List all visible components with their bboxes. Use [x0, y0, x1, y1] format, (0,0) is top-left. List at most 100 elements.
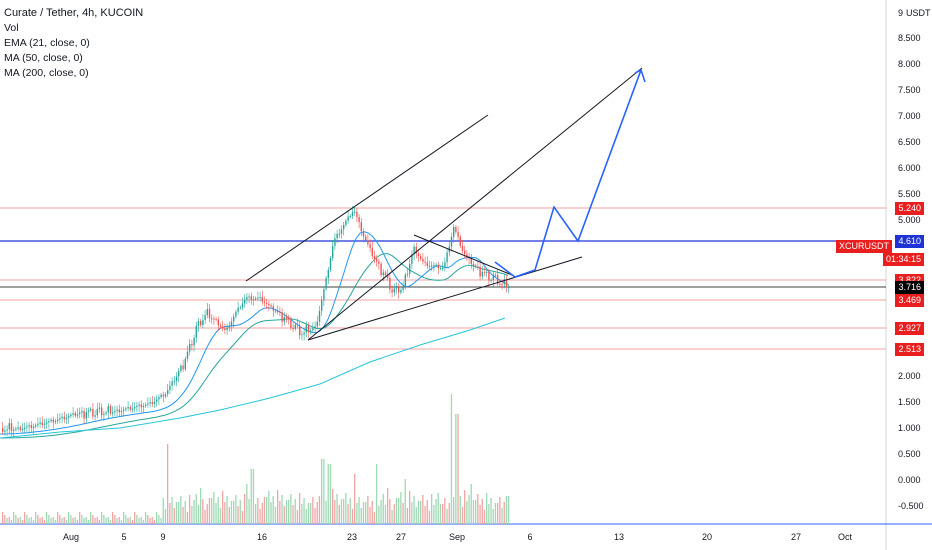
- volume-bar: [195, 494, 197, 524]
- candle-body: [312, 328, 314, 331]
- candle-body: [314, 326, 316, 329]
- candle-body: [411, 254, 413, 264]
- candle-body: [488, 271, 490, 281]
- volume-bar: [283, 506, 285, 524]
- volume-bar: [329, 464, 332, 524]
- candle-body: [422, 258, 424, 262]
- candle-body: [175, 376, 178, 382]
- volume-bar: [272, 496, 274, 524]
- candle-body: [79, 412, 81, 415]
- candle-body: [435, 264, 437, 266]
- legend-vol[interactable]: Vol: [4, 22, 19, 34]
- volume-bar: [301, 504, 303, 524]
- candle-body: [6, 429, 8, 431]
- candle-body: [30, 425, 32, 428]
- candle-body: [299, 325, 301, 336]
- y-tick-label: 8.000: [898, 59, 921, 69]
- volume-bar: [393, 504, 395, 524]
- y-tick-label: 8.500: [898, 33, 921, 43]
- volume-bar: [193, 500, 195, 524]
- candle-body: [323, 289, 325, 300]
- candle-body: [87, 410, 90, 413]
- candle-body: [228, 326, 230, 328]
- candle-body: [131, 408, 134, 410]
- legend-title[interactable]: Curate / Tether, 4h, KUCOIN: [4, 7, 144, 19]
- candle-body: [477, 266, 479, 268]
- channel-lower-line[interactable]: [307, 67, 643, 341]
- candle-body: [195, 325, 197, 338]
- candle-body: [169, 385, 171, 390]
- candle-body: [259, 296, 261, 298]
- candle-body: [380, 263, 382, 276]
- candle-body: [178, 371, 180, 377]
- candle-body: [279, 311, 281, 313]
- volume-bar: [400, 492, 402, 524]
- volume-bar: [338, 505, 340, 524]
- volume-bar: [435, 499, 437, 524]
- candle-body: [277, 311, 279, 313]
- volume-bar: [186, 512, 189, 524]
- volume-bar: [305, 509, 307, 524]
- candle-body: [316, 321, 318, 327]
- candle-body: [281, 312, 283, 322]
- candle-body: [90, 409, 92, 411]
- candle-body: [428, 265, 431, 267]
- candle-body: [112, 412, 114, 414]
- volume-bar: [373, 512, 376, 524]
- candle-body: [494, 274, 497, 276]
- candle-body: [329, 258, 332, 270]
- volume-bar: [422, 495, 424, 524]
- volume-bar: [114, 515, 116, 524]
- legend-ma50[interactable]: MA (50, close, 0): [4, 52, 83, 64]
- volume-bar: [314, 508, 316, 524]
- candle-body: [226, 327, 228, 331]
- legend-ma200[interactable]: MA (200, close, 0): [4, 67, 89, 79]
- volume-bar: [376, 464, 378, 524]
- candle-body: [151, 402, 153, 405]
- volume-bar: [270, 502, 272, 524]
- candle-body: [120, 410, 123, 413]
- candle-body: [356, 211, 358, 217]
- candle-body: [340, 229, 343, 234]
- volume-bar: [171, 497, 173, 524]
- candle-body: [193, 337, 195, 346]
- volume-bar: [310, 503, 312, 524]
- volume-bar: [145, 512, 147, 524]
- volume-bar: [303, 498, 305, 524]
- volume-bar: [43, 520, 46, 524]
- candle-body: [376, 259, 378, 262]
- volume-bar: [248, 499, 250, 524]
- legend-ema[interactable]: EMA (21, close, 0): [4, 37, 90, 49]
- candle-body: [191, 344, 193, 346]
- candle-body: [149, 402, 151, 404]
- x-tick-label: Oct: [838, 532, 853, 542]
- candle-body: [398, 286, 400, 293]
- y-tick-label: 5.000: [898, 215, 921, 225]
- projection-path[interactable]: [494, 69, 642, 278]
- triangle-resistance-line[interactable]: [413, 234, 513, 276]
- volume-bar: [142, 520, 145, 524]
- volume-bar: [35, 512, 37, 524]
- candle-body: [160, 394, 162, 398]
- price-level-label: 2.513: [895, 342, 924, 356]
- volume-bar: [224, 502, 226, 524]
- candle-body: [303, 332, 305, 335]
- volume-bar: [211, 498, 213, 524]
- candle-body: [332, 246, 334, 258]
- volume-bar: [448, 503, 450, 524]
- volume-bar: [68, 512, 70, 524]
- volume-bar: [395, 498, 398, 524]
- candle-body: [85, 412, 87, 419]
- volume-bar: [83, 518, 85, 524]
- candle-body: [4, 430, 6, 432]
- candle-body: [127, 407, 129, 409]
- volume-bar: [431, 494, 433, 524]
- y-tick-label: 6.000: [898, 163, 921, 173]
- volume-bar: [208, 498, 211, 524]
- volume-bar: [325, 501, 327, 524]
- channel-upper-line[interactable]: [245, 114, 489, 282]
- triangle-support-line[interactable]: [307, 256, 583, 341]
- y-tick-label: 6.500: [898, 137, 921, 147]
- candle-body: [162, 394, 164, 397]
